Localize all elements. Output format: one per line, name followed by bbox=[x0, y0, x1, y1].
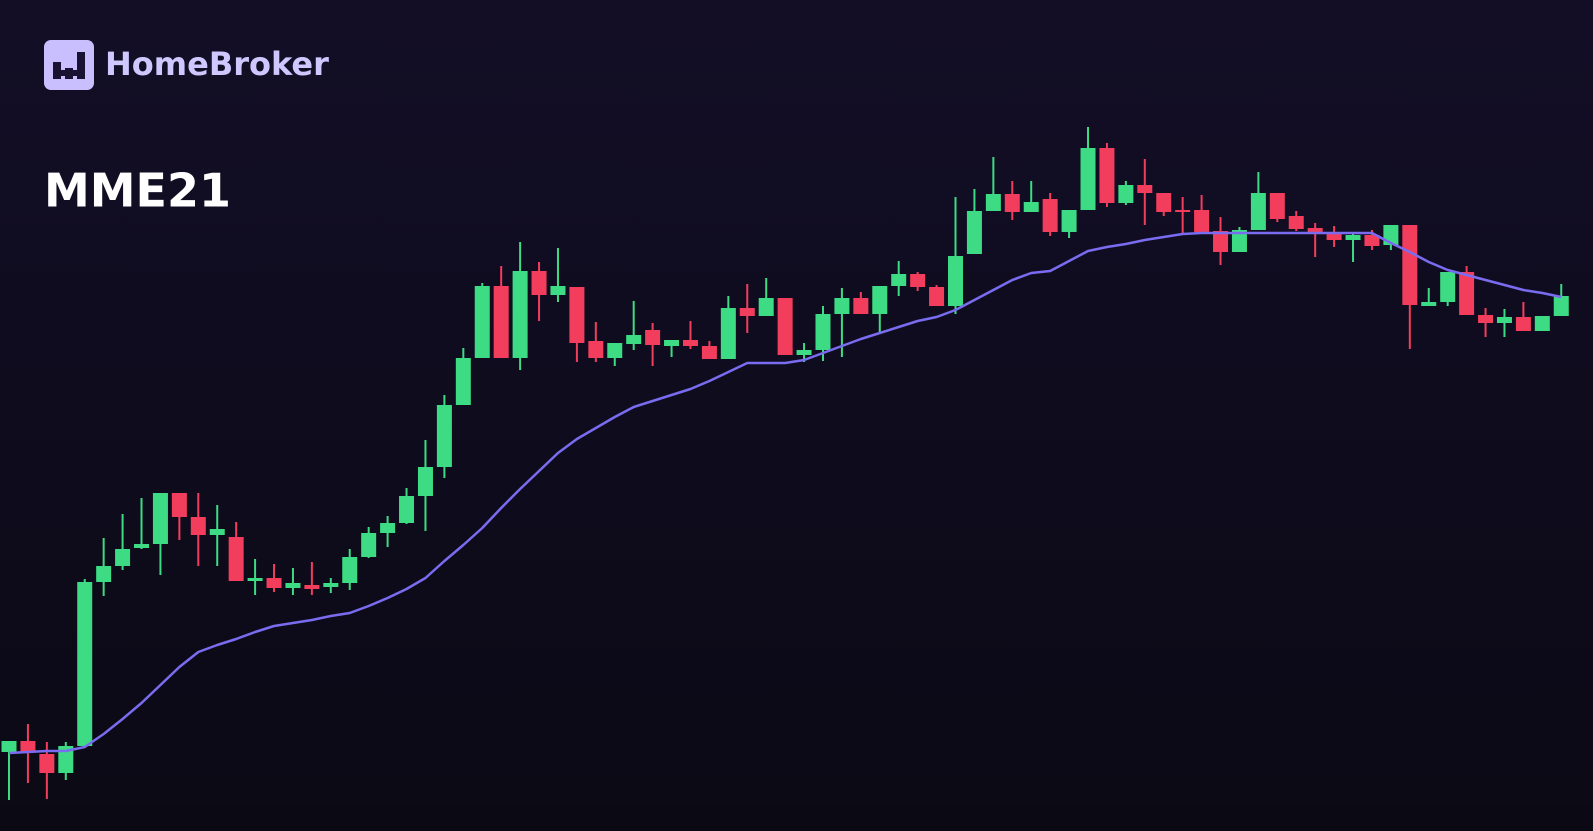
candle-body bbox=[1345, 235, 1361, 240]
candle-body bbox=[1250, 193, 1266, 230]
candle-body bbox=[1402, 225, 1418, 305]
candle-body bbox=[190, 517, 206, 535]
candle-body bbox=[1515, 317, 1531, 331]
candle-body bbox=[512, 271, 528, 358]
candle-body bbox=[720, 308, 736, 359]
candle-body bbox=[1364, 235, 1380, 246]
candle-body bbox=[1099, 148, 1115, 203]
candle-body bbox=[607, 343, 623, 358]
candle-body bbox=[1553, 296, 1569, 316]
candle-body bbox=[247, 578, 263, 581]
candle-body bbox=[474, 286, 490, 358]
candle-body bbox=[115, 549, 131, 566]
candle-body bbox=[20, 741, 36, 752]
candle-body bbox=[1326, 233, 1342, 240]
candle-body bbox=[1288, 216, 1304, 229]
brand-name: HomeBroker bbox=[105, 45, 329, 83]
candle-body bbox=[1042, 199, 1058, 232]
candle-body bbox=[739, 308, 755, 316]
candle-body bbox=[910, 274, 926, 287]
candle-body bbox=[1534, 316, 1550, 331]
candle-body bbox=[96, 566, 112, 582]
candle-body bbox=[834, 298, 850, 314]
candle-body bbox=[304, 585, 320, 589]
candle-body bbox=[285, 583, 301, 588]
candle-body bbox=[1080, 148, 1096, 210]
candle-body bbox=[1459, 272, 1475, 315]
candle-body bbox=[380, 523, 396, 533]
candle-body bbox=[550, 286, 566, 295]
candle-body bbox=[152, 493, 168, 544]
candle-body bbox=[134, 544, 150, 548]
candle-body bbox=[1156, 193, 1172, 212]
candle-body bbox=[1175, 210, 1191, 212]
candle-body bbox=[588, 341, 604, 358]
candle-body bbox=[853, 298, 869, 314]
candle-body bbox=[399, 496, 415, 523]
candle-body bbox=[323, 583, 339, 587]
candle-body bbox=[645, 330, 661, 345]
candle-body bbox=[361, 533, 377, 557]
candle-body bbox=[1478, 315, 1494, 323]
candle-body bbox=[664, 340, 680, 346]
candle-body bbox=[815, 314, 831, 350]
candle-body bbox=[796, 350, 812, 355]
candle-body bbox=[39, 754, 55, 773]
candle-body bbox=[77, 582, 93, 746]
candle-body bbox=[58, 746, 74, 773]
candle-body bbox=[342, 557, 358, 583]
candle-body bbox=[777, 298, 793, 355]
candle-body bbox=[1496, 317, 1512, 323]
candle-body bbox=[626, 335, 642, 344]
candle-body bbox=[966, 211, 982, 254]
candle-body bbox=[1, 741, 17, 752]
candle-body bbox=[1137, 185, 1153, 193]
moving-average bbox=[8, 231, 1562, 755]
candle-body bbox=[228, 537, 244, 581]
candle-body bbox=[209, 529, 225, 535]
candle-body bbox=[929, 287, 945, 306]
candle-body bbox=[891, 274, 907, 286]
candle-body bbox=[1307, 228, 1323, 234]
candle-body bbox=[531, 271, 547, 295]
candle-body bbox=[1440, 272, 1456, 302]
candle-body bbox=[872, 286, 888, 314]
logo bbox=[44, 40, 94, 90]
candle-body bbox=[985, 194, 1001, 211]
candle-body bbox=[682, 340, 698, 346]
candle-body bbox=[1269, 193, 1285, 219]
candle-body bbox=[1004, 194, 1020, 212]
chart-title: MME21 bbox=[44, 164, 231, 218]
candle-body bbox=[436, 405, 452, 467]
candle-body bbox=[569, 287, 585, 343]
candle-body bbox=[417, 467, 433, 496]
logo-icon bbox=[44, 40, 94, 90]
candle-body bbox=[1194, 210, 1210, 232]
candle-body bbox=[1421, 302, 1437, 306]
candle-body bbox=[455, 358, 471, 405]
candle-body bbox=[171, 493, 187, 517]
candle-body bbox=[1213, 231, 1229, 252]
candle-body bbox=[758, 298, 774, 316]
candle-body bbox=[701, 346, 717, 359]
candle-body bbox=[493, 286, 509, 358]
candle-body bbox=[266, 578, 282, 588]
candle-body bbox=[1023, 202, 1039, 212]
candle-body bbox=[1118, 185, 1134, 203]
candle-body bbox=[1231, 230, 1247, 252]
candle-body bbox=[1061, 210, 1077, 232]
candle-body bbox=[948, 256, 963, 306]
